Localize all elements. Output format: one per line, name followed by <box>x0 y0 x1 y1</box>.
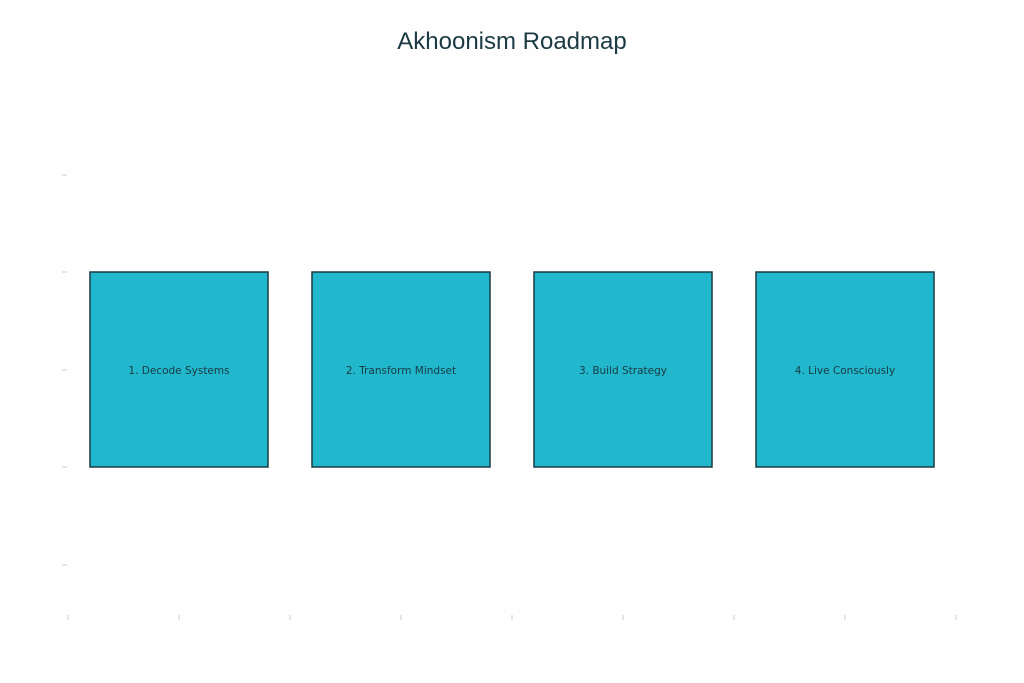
diagram-title: Akhoonism Roadmap <box>397 28 627 55</box>
step-label: 1. Decode Systems <box>128 365 229 377</box>
step-label: 4. Live Consciously <box>795 365 895 377</box>
step-box <box>89 271 269 468</box>
step-box <box>533 271 713 468</box>
step-label: 3. Build Strategy <box>579 365 667 377</box>
step-box <box>311 271 491 468</box>
step-box <box>755 271 935 468</box>
step-label: 2. Transform Mindset <box>346 365 456 377</box>
